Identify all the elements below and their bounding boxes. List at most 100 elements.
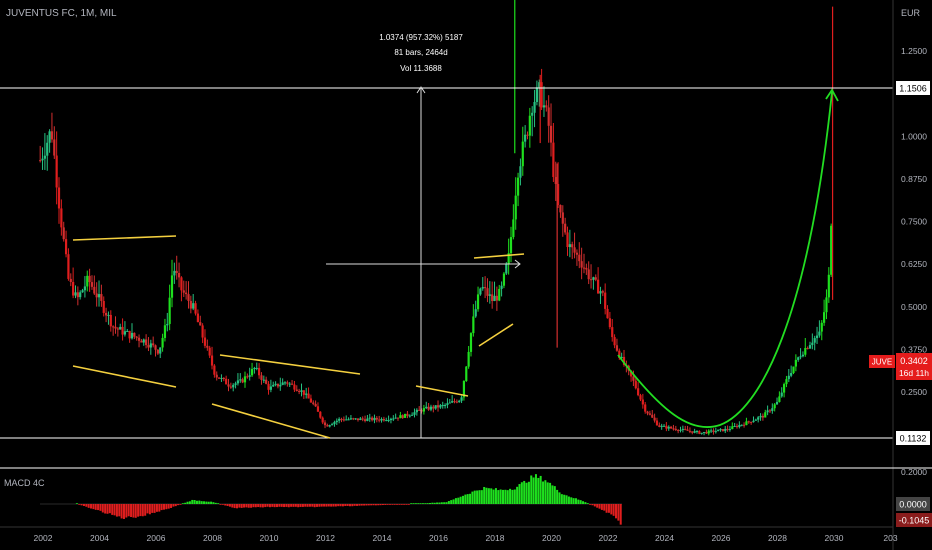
candle-body	[248, 375, 251, 377]
macd-bar	[574, 498, 577, 504]
projection-curve[interactable]	[617, 91, 833, 429]
macd-bar	[617, 504, 620, 521]
candle-body	[57, 187, 61, 209]
macd-bar	[132, 504, 135, 518]
macd-bar	[163, 504, 166, 510]
macd-bar	[405, 504, 408, 505]
candle-body	[175, 270, 178, 273]
macd-bar	[436, 502, 439, 504]
current-price-label: 0.3402	[900, 356, 928, 366]
candle-body	[354, 418, 357, 420]
trendline-2015-upper[interactable]	[415, 385, 469, 397]
macd-bar	[240, 504, 243, 508]
macd-bar	[259, 504, 262, 508]
macd-bar	[306, 504, 309, 507]
candle-body	[780, 392, 783, 397]
macd-bar	[238, 504, 241, 508]
macd-bar	[139, 504, 142, 517]
candle-body	[408, 415, 411, 417]
macd-bar	[92, 504, 95, 510]
candle-body	[359, 418, 362, 421]
candle-body	[253, 368, 256, 370]
candle-body	[618, 350, 621, 358]
macd-bar	[198, 500, 201, 504]
candle-body	[196, 313, 200, 323]
candle-body	[634, 380, 637, 389]
macd-bar	[471, 491, 474, 504]
candle-body	[288, 383, 291, 385]
macd-bar	[195, 500, 198, 504]
macd-bar	[487, 488, 490, 504]
candle-body	[258, 367, 261, 376]
candle-body	[309, 398, 313, 403]
candle-body	[305, 393, 308, 395]
macd-bar	[207, 501, 210, 504]
candle-body	[189, 300, 192, 309]
trendline-2017-upper[interactable]	[473, 253, 525, 259]
trendline-2003-upper[interactable]	[72, 235, 177, 241]
macd-bar	[534, 474, 537, 504]
macd-bar	[431, 502, 434, 504]
candle-body	[580, 261, 583, 268]
macd-bar	[572, 498, 575, 504]
macd-bar	[108, 504, 111, 514]
candle-body	[509, 237, 513, 254]
macd-bar	[567, 496, 570, 504]
candle-body	[443, 404, 447, 406]
candle-body	[681, 428, 684, 430]
candle-body	[662, 425, 666, 427]
candle-body	[76, 292, 79, 298]
candle-body	[250, 369, 254, 376]
trendline-2003-lower[interactable]	[72, 365, 177, 388]
candle-body	[813, 338, 816, 343]
macd-bar	[299, 504, 302, 507]
candle-body	[710, 430, 713, 432]
macd-bar	[476, 490, 479, 504]
time-tick-label: 2026	[712, 533, 731, 543]
trendline-2017-lower[interactable]	[478, 323, 514, 347]
candle-body	[399, 415, 402, 419]
candle-body	[735, 426, 739, 428]
candle-body	[112, 326, 115, 328]
candle-body	[592, 277, 595, 280]
candle-body	[345, 419, 348, 421]
candle-body	[347, 419, 350, 421]
candle-body	[69, 278, 72, 283]
current-symbol-badge	[869, 355, 895, 368]
candle-body	[206, 345, 209, 348]
candle-body	[474, 309, 477, 317]
candle-body	[815, 335, 819, 339]
macd-bar	[454, 498, 457, 504]
candle-body	[392, 418, 395, 420]
macd-bar	[478, 490, 481, 504]
candle-body	[215, 374, 218, 378]
macd-bar	[412, 503, 415, 504]
candle-body	[323, 422, 327, 426]
candle-body	[559, 205, 562, 213]
trendline-2008-lower[interactable]	[211, 403, 331, 439]
macd-bar	[271, 504, 274, 507]
candle-body	[747, 421, 750, 423]
candle-body	[728, 429, 732, 431]
candle-body	[236, 380, 240, 384]
candle-body	[104, 312, 108, 316]
macd-bar	[344, 504, 347, 507]
candle-body	[335, 420, 338, 423]
macd-bar	[424, 503, 427, 504]
price-tick-label: 0.6250	[901, 259, 927, 269]
countdown-label: 16d 11h	[899, 368, 929, 378]
candle-body	[152, 343, 155, 346]
macd-bar	[398, 504, 401, 505]
candle-body	[439, 405, 442, 408]
trendline-2008-upper[interactable]	[219, 354, 361, 375]
macd-bar	[596, 504, 599, 508]
time-tick-label: 2014	[373, 533, 392, 543]
macd-bar	[589, 504, 592, 505]
macd-bar	[144, 504, 147, 516]
macd-bar	[374, 504, 377, 506]
candle-body	[759, 415, 762, 418]
current-symbol-label: JUVE	[872, 358, 892, 367]
candle-body	[507, 253, 510, 265]
